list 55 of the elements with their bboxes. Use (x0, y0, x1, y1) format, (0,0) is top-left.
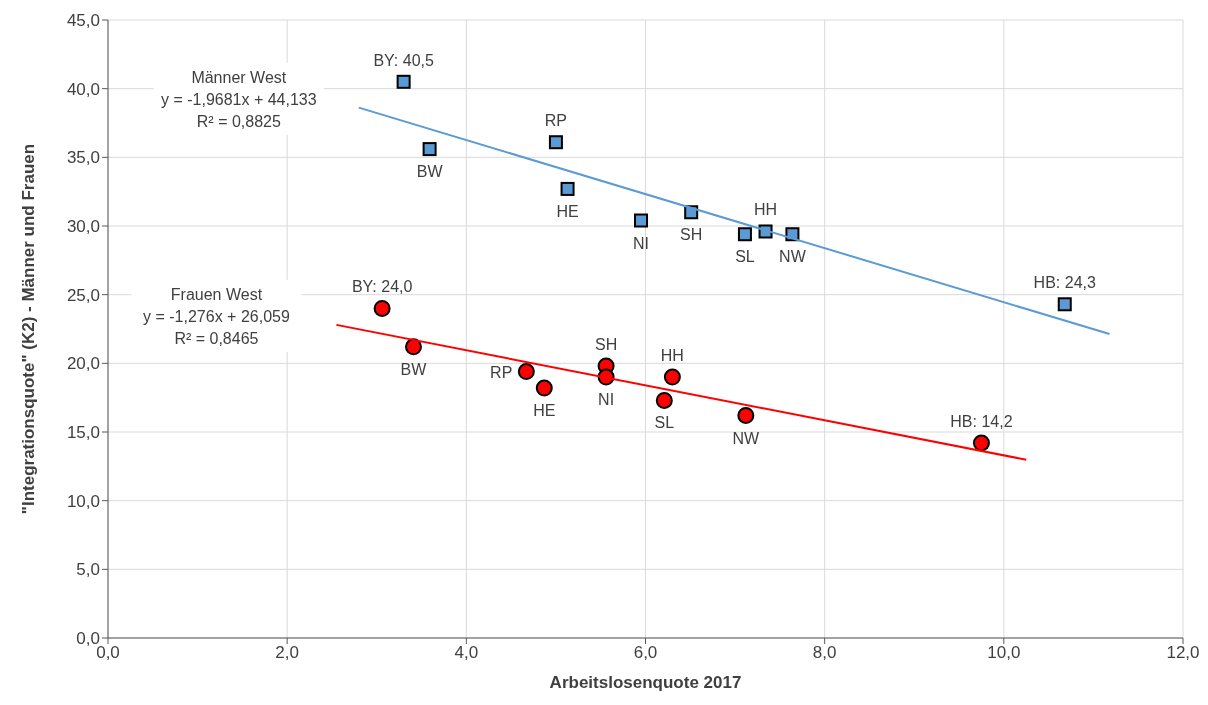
point (737, 407, 755, 425)
y-tick-label: 10,0 (66, 491, 100, 511)
annotation: SH (680, 226, 703, 244)
point (737, 227, 752, 242)
x-tick-label: 0,0 (96, 643, 120, 663)
point (422, 142, 437, 157)
x-tick-label: 10,0 (987, 643, 1021, 663)
annotation: HB: 24,3 (1033, 274, 1096, 292)
annotation: BY: 24,0 (351, 278, 413, 296)
annotation: HE (533, 402, 556, 420)
annotation: NW (732, 429, 761, 447)
annotation: BW (400, 360, 428, 378)
point (535, 379, 553, 397)
point (972, 434, 990, 452)
y-tick-label: 5,0 (76, 560, 100, 580)
x-tick-label: 6,0 (633, 643, 658, 663)
annotation: NW (779, 248, 807, 266)
y-tick-label: 35,0 (66, 148, 100, 168)
annotation: RP (544, 112, 568, 130)
point (560, 181, 575, 196)
point (1057, 297, 1072, 312)
annotation: NI (598, 391, 615, 409)
point (663, 368, 681, 386)
y-tick-label: 45,0 (66, 11, 100, 31)
point (548, 135, 563, 150)
annotation: RP (490, 363, 513, 381)
x-tick-label: 8,0 (812, 643, 837, 663)
point (634, 213, 649, 228)
x-tick-label: 4,0 (454, 643, 479, 663)
y-tick-label: 25,0 (66, 285, 100, 305)
x-tick-label: 12,0 (1166, 643, 1200, 663)
x-tick-label: 2,0 (275, 643, 299, 663)
annotation: SL (735, 248, 755, 266)
annotation: Frauen West y = -1,276x + 26,059 R² = 0,8465 (143, 285, 290, 347)
y-tick-label: 30,0 (66, 217, 100, 237)
point (517, 363, 535, 381)
y-tick-label: 15,0 (66, 423, 100, 443)
point (373, 299, 391, 317)
annotation: BW (416, 163, 444, 181)
y-tick-label: 20,0 (66, 354, 100, 374)
annotation: NI (633, 234, 650, 252)
point (396, 74, 411, 89)
annotation: SH (594, 336, 618, 354)
y-tick-label: 40,0 (66, 79, 100, 99)
point (655, 391, 673, 409)
annotation: HE (556, 202, 579, 220)
point (404, 338, 422, 356)
x-axis-title: Arbeitslosenquote 2017 (549, 673, 742, 692)
y-axis-title: "Integrationsquote" (K2) - Männer und Frauen (19, 143, 39, 515)
annotation: HB: 14,2 (950, 412, 1013, 430)
annotation: HH (753, 201, 778, 219)
annotation: SL (654, 414, 675, 432)
annotation: Männer West y = -1,9681x + 44,133 R² = 0,8825 (161, 68, 317, 130)
annotation: BY: 40,5 (373, 51, 434, 69)
annotation: HH (660, 347, 684, 365)
